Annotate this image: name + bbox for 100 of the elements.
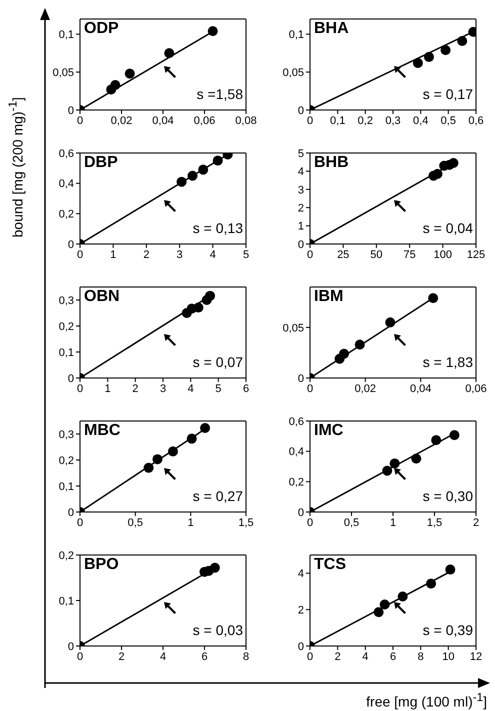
x-tick-label: 1	[104, 382, 111, 395]
y-tick-label: 0,2	[288, 476, 304, 489]
point	[380, 600, 390, 610]
annotation: s = 1,83	[422, 354, 473, 370]
x-tick-label: 0	[306, 114, 314, 127]
y-tick-label: 0	[298, 104, 304, 117]
chart-title: MBC	[84, 422, 120, 440]
point	[186, 434, 197, 444]
x-tick-label: 0,04	[410, 382, 432, 395]
point	[168, 446, 178, 456]
x-tick-label: 0,04	[152, 114, 174, 127]
y-tick-label: 0	[298, 372, 304, 385]
x-tick-label: 0	[76, 382, 84, 395]
x-tick-label: 0,2	[358, 114, 373, 127]
x-tick-label: 6	[201, 650, 208, 663]
x-tick-label: 4	[210, 248, 216, 261]
x-tick-label: 12	[470, 650, 482, 663]
chart-title: BHA	[314, 20, 349, 38]
point	[390, 458, 400, 468]
x-tick-label: 0,5	[128, 516, 143, 529]
x-tick-label: 100	[434, 248, 452, 261]
x-tick-label: 8	[242, 650, 250, 663]
point	[411, 454, 422, 464]
annotation: s = 0,17	[422, 86, 473, 102]
x-tick-label: 5	[215, 382, 222, 395]
point	[398, 591, 408, 602]
y-tick-label: 0	[68, 640, 74, 653]
y-tick-label: 0,2	[58, 550, 74, 562]
point	[198, 164, 208, 175]
point	[431, 435, 442, 446]
point	[412, 58, 423, 68]
point	[124, 68, 135, 79]
x-tick-label: 0,06	[465, 382, 487, 395]
y-tick-label: 0,2	[58, 208, 74, 221]
x-tick-label: 125	[466, 248, 486, 261]
x-tick-label: 3	[160, 382, 166, 395]
y-tick-label: 3	[298, 184, 304, 196]
point	[457, 36, 468, 46]
annotation: s = 0,39	[422, 622, 473, 638]
y-tick-label: 0	[68, 506, 74, 519]
point	[445, 564, 456, 575]
y-tick-label: 0	[68, 238, 74, 251]
x-tick-label: 75	[403, 248, 416, 261]
y-tick-label: 0,2	[58, 320, 74, 333]
point	[164, 48, 174, 58]
chart-title: DBP	[84, 154, 118, 172]
point	[110, 80, 120, 90]
y-tick-label: 2	[298, 202, 304, 215]
annotation: s = 0,27	[192, 488, 243, 504]
point	[385, 317, 396, 328]
x-tick-label: 4	[160, 650, 166, 663]
x-tick-label: 6	[242, 382, 250, 395]
annotation: s =1,58	[196, 86, 243, 102]
x-tick-label: 0,08	[235, 114, 257, 127]
x-tick-label: 0	[76, 516, 84, 529]
x-tick-label: 1	[390, 516, 396, 529]
y-tick-label: 4	[298, 166, 304, 178]
point	[208, 26, 218, 36]
x-tick-label: 2	[118, 650, 125, 663]
point	[200, 423, 210, 434]
x-tick-label: 8	[418, 650, 424, 663]
point	[428, 293, 438, 304]
x-tick-label: 2	[132, 382, 138, 395]
point	[354, 340, 365, 350]
point	[382, 466, 392, 476]
annotation: s = 0,13	[192, 220, 243, 236]
y-tick-label: 2	[298, 604, 304, 617]
annotation: s = 0,30	[422, 488, 473, 504]
x-axis-title: free [mg (100 ml)$^{-1}$]	[366, 691, 487, 710]
x-tick-label: 0,5	[440, 114, 456, 127]
y-tick-label: 0,1	[58, 346, 74, 359]
x-tick-label: 0,4	[413, 114, 428, 127]
x-tick-label: 1	[110, 248, 116, 261]
y-tick-label: 0,4	[58, 178, 74, 190]
x-tick-label: 2	[334, 650, 341, 663]
y-tick-label: 0	[68, 104, 74, 117]
chart-title: BHB	[314, 154, 349, 172]
x-tick-label: 1,5	[426, 516, 442, 529]
y-tick-label: 0,05	[282, 66, 304, 79]
x-tick-label: 3	[176, 248, 183, 261]
x-tick-label: 0	[306, 650, 314, 663]
chart-title: TCS	[314, 556, 346, 574]
y-tick-label: 0,1	[58, 480, 74, 493]
x-tick-label: 2	[143, 248, 150, 261]
chart-title: OBN	[84, 288, 120, 306]
y-tick-label: 0,3	[58, 428, 74, 441]
point	[424, 52, 434, 62]
x-tick-label: 1	[188, 516, 194, 529]
x-tick-label: 0,3	[385, 114, 401, 127]
point	[210, 562, 220, 573]
y-tick-label: 0,1	[58, 595, 74, 608]
x-tick-label: 0,02	[110, 114, 132, 127]
x-tick-label: 6	[390, 650, 396, 663]
point	[152, 454, 162, 464]
y-tick-label: 0,1	[288, 29, 304, 42]
x-tick-label: 50	[370, 248, 383, 261]
y-tick-label: 0,3	[58, 294, 74, 307]
y-tick-label: 0,1	[58, 29, 74, 42]
chart-title: IMC	[314, 422, 344, 440]
y-tick-label: 0,6	[288, 416, 304, 428]
